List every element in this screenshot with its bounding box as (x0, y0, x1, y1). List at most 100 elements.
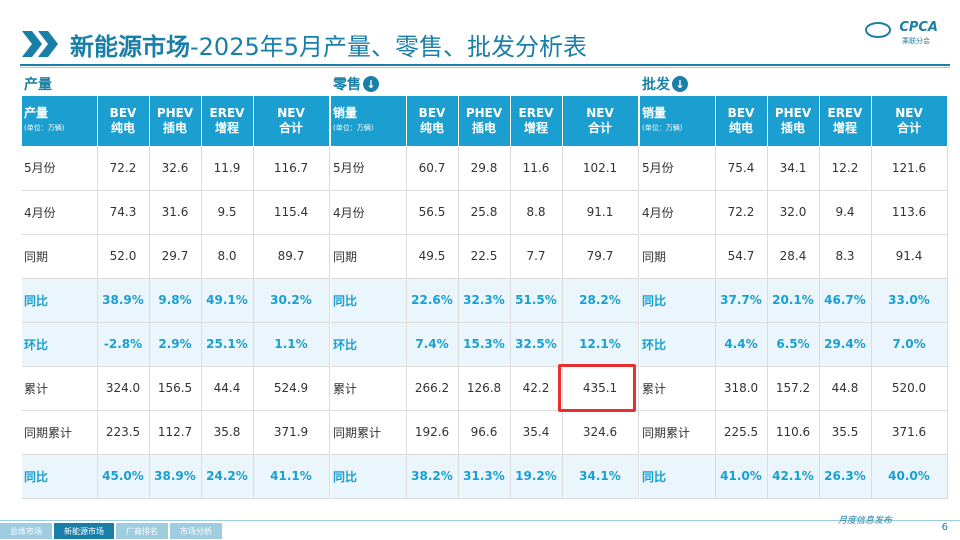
table-cell: 32.6 (149, 146, 202, 191)
table-cell: 32.0 (767, 190, 820, 235)
footer-tabs: 总体市场 新能源市场 厂商排名 市场分析 (0, 523, 224, 539)
header-code: EREV (209, 106, 245, 120)
header-desc: 纯电 (419, 121, 444, 135)
table-row: 5月份 75.4 34.1 12.2 121.6 (640, 146, 948, 191)
header-desc: 合计 (896, 121, 921, 135)
table-cell: 12.1% (562, 322, 639, 367)
table-cell: 40.0% (871, 454, 948, 499)
footer-line (0, 520, 960, 521)
footer-tab[interactable]: 总体市场 (0, 523, 52, 539)
row-label: 5月份 (640, 146, 716, 191)
table-row: 同期 52.0 29.7 8.0 89.7 (22, 234, 330, 279)
header-desc: 纯电 (110, 121, 135, 135)
table-row: 同期累计 223.5 112.7 35.8 371.9 (22, 410, 330, 455)
section-label-text: 批发 (642, 77, 670, 93)
table-cell: 371.6 (871, 410, 948, 455)
table-row: 4月份 56.5 25.8 8.8 91.1 (331, 190, 639, 235)
header-cell: EREV 增程 (201, 96, 254, 146)
table-cell: 121.6 (871, 146, 948, 191)
table-cell: 8.8 (510, 190, 563, 235)
table-cell: 11.9 (201, 146, 254, 191)
table-cell: 89.7 (253, 234, 330, 279)
table-cell: 96.6 (458, 410, 511, 455)
header-desc: 纯电 (728, 121, 753, 135)
table-row: 同期累计 192.6 96.6 35.4 324.6 (331, 410, 639, 455)
table-cell: 37.7% (715, 278, 768, 323)
table-cell: 38.9% (97, 278, 150, 323)
table-row: 同比 22.6% 32.3% 51.5% 28.2% (331, 278, 639, 323)
table-cell: 29.4% (819, 322, 872, 367)
header-cell: 销量 (单位：万辆) (640, 96, 716, 146)
footer-tab[interactable]: 市场分析 (170, 523, 222, 539)
header-label: 产量 (24, 106, 49, 120)
title-rest: -2025年5月产量、零售、批发分析表 (190, 32, 588, 61)
header-code: NEV (277, 106, 305, 120)
header-cell: EREV 增程 (510, 96, 563, 146)
table-cell: 20.1% (767, 278, 820, 323)
row-label: 同比 (331, 278, 407, 323)
table-cell: 60.7 (406, 146, 459, 191)
table-cell: 46.7% (819, 278, 872, 323)
header-desc: 增程 (832, 121, 857, 135)
table-cell: 28.4 (767, 234, 820, 279)
table-row: 环比 7.4% 15.3% 32.5% 12.1% (331, 322, 639, 367)
table-cell: 32.3% (458, 278, 511, 323)
row-label: 同比 (22, 278, 98, 323)
table-cell: 266.2 (406, 366, 459, 411)
page-title: 新能源市场-2025年5月产量、零售、批发分析表 (70, 27, 587, 62)
title-bar: 新能源市场-2025年5月产量、零售、批发分析表 (20, 24, 587, 64)
table-cell: 156.5 (149, 366, 202, 411)
table-cell: 113.6 (871, 190, 948, 235)
row-label: 同期累计 (640, 410, 716, 455)
logo-subtext: 乘联分会 (902, 37, 930, 45)
double-chevron-icon (20, 29, 62, 59)
table-cell: 49.1% (201, 278, 254, 323)
table-cell: 2.9% (149, 322, 202, 367)
table-cell: 25.1% (201, 322, 254, 367)
table-cell: 30.2% (253, 278, 330, 323)
footer-tab[interactable]: 新能源市场 (54, 523, 114, 539)
table-cell: 524.9 (253, 366, 330, 411)
production-table: 产量 (单位：万辆) BEV 纯电 PHEV 插电 EREV 增程 NEV 合计 5月份 72.2 32… (22, 96, 330, 499)
title-underline (20, 64, 950, 66)
table-row: 同期 49.5 22.5 7.7 79.7 (331, 234, 639, 279)
table-cell: 91.4 (871, 234, 948, 279)
header-unit: (单位：万辆) (24, 124, 65, 132)
row-label: 同比 (640, 454, 716, 499)
table-cell: 110.6 (767, 410, 820, 455)
table-cell: 8.3 (819, 234, 872, 279)
table-cell: 74.3 (97, 190, 150, 235)
section-label-production: 产量 (24, 74, 52, 94)
section-label-text: 产量 (24, 77, 52, 93)
header-cell: NEV 合计 (562, 96, 639, 146)
table-header-row: 销量 (单位：万辆) BEV 纯电 PHEV 插电 EREV 增程 NEV 合计 (331, 96, 639, 146)
arrow-down-icon[interactable]: ↓ (363, 76, 379, 92)
table-cell: 225.5 (715, 410, 768, 455)
table-cell: 42.1% (767, 454, 820, 499)
table-cell: 112.7 (149, 410, 202, 455)
table-cell: 7.0% (871, 322, 948, 367)
table-row: 环比 4.4% 6.5% 29.4% 7.0% (640, 322, 948, 367)
highlight-box (558, 364, 636, 412)
table-cell: -2.8% (97, 322, 150, 367)
table-cell: 72.2 (97, 146, 150, 191)
header-desc: 合计 (587, 121, 612, 135)
header-label: 销量 (642, 106, 667, 120)
table-cell: 29.7 (149, 234, 202, 279)
row-label: 同期 (640, 234, 716, 279)
section-label-wholesale: 批发 ↓ (642, 74, 688, 94)
row-label: 5月份 (331, 146, 407, 191)
table-cell: 25.8 (458, 190, 511, 235)
table-cell: 79.7 (562, 234, 639, 279)
header-code: PHEV (465, 106, 503, 120)
header-desc: 插电 (162, 121, 187, 135)
table-cell: 7.4% (406, 322, 459, 367)
table-row: 5月份 72.2 32.6 11.9 116.7 (22, 146, 330, 191)
header-cell: 销量 (单位：万辆) (331, 96, 407, 146)
footer-tab[interactable]: 厂商排名 (116, 523, 168, 539)
table-cell: 45.0% (97, 454, 150, 499)
retail-table: 销量 (单位：万辆) BEV 纯电 PHEV 插电 EREV 增程 NEV 合计 5月份 60.7 29… (331, 96, 639, 499)
table-cell: 192.6 (406, 410, 459, 455)
arrow-down-icon[interactable]: ↓ (672, 76, 688, 92)
header-cell: PHEV 插电 (767, 96, 820, 146)
